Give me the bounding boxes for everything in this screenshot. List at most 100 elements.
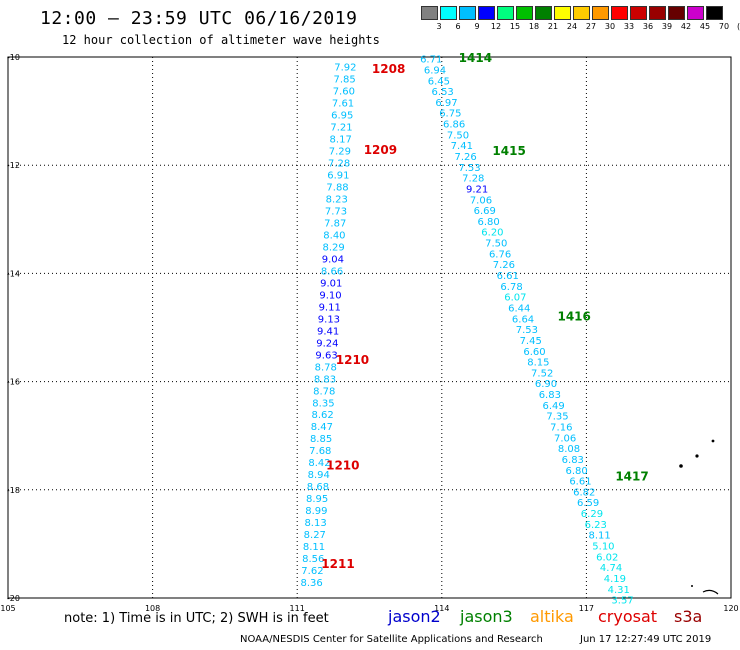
pass-time-label: 1417 <box>615 469 648 483</box>
track-east-value: 7.26 <box>455 152 477 163</box>
scale-swatch <box>554 6 571 20</box>
track-west-value: 9.04 <box>322 254 344 265</box>
track-east-value: 6.75 <box>439 109 461 120</box>
track-east-value: 6.49 <box>543 401 565 412</box>
scale-swatch <box>459 6 476 20</box>
scale-label: 39 <box>661 22 673 31</box>
track-east-value: 6.82 <box>573 487 595 498</box>
pass-time-label: 1209 <box>364 143 397 157</box>
track-west-value: 8.27 <box>304 530 326 541</box>
track-east-value: 6.29 <box>581 509 603 520</box>
track-east-value: 6.78 <box>500 282 522 293</box>
track-east-value: 6.83 <box>562 455 584 466</box>
scale-swatch <box>706 6 723 20</box>
track-west-value: 8.11 <box>303 542 325 553</box>
scale-swatch <box>649 6 666 20</box>
scale-swatch <box>668 6 685 20</box>
pass-time-label: 1210 <box>336 353 369 367</box>
scale-label: 42 <box>680 22 692 31</box>
track-east-value: 6.61 <box>497 271 519 282</box>
pass-time-label: 1414 <box>459 51 492 65</box>
track-west-value: 8.42 <box>308 458 330 469</box>
track-west-value: 8.68 <box>307 482 329 493</box>
scale-label: (ft) <box>736 22 740 31</box>
track-west-value: 8.23 <box>326 195 348 206</box>
track-east-value: 7.06 <box>470 195 492 206</box>
pass-time-label: 1208 <box>372 62 405 76</box>
track-east-value: 7.41 <box>451 141 473 152</box>
track-east-value: 8.11 <box>588 531 610 542</box>
altimeter-tracks: 7.927.857.607.616.957.218.177.297.286.91… <box>301 55 634 607</box>
track-west-value: 8.94 <box>308 470 330 481</box>
track-east-value: 6.71 <box>420 55 442 66</box>
track-west-value: 8.78 <box>315 362 337 373</box>
legend-s3a: s3a <box>674 607 703 626</box>
pass-time-label: 1211 <box>321 557 354 571</box>
pass-time-label: 1415 <box>492 144 525 158</box>
track-west-value: 7.87 <box>324 219 346 230</box>
track-west-value: 6.91 <box>327 171 349 182</box>
track-west-value: 7.21 <box>330 123 352 134</box>
track-east-value: 7.50 <box>485 239 507 250</box>
track-west-value: 8.40 <box>323 231 345 242</box>
track-east-value: 7.53 <box>458 163 480 174</box>
scale-label: 45 <box>699 22 711 31</box>
track-east-value: 7.52 <box>531 368 553 379</box>
track-west-value: 9.10 <box>319 290 341 301</box>
footer-credit: NOAA/NESDIS Center for Satellite Applica… <box>240 634 543 645</box>
pass-time-label: 1416 <box>557 310 590 324</box>
lat-tick-label: -16 <box>7 378 20 387</box>
scale-swatch <box>687 6 704 20</box>
track-west-value: 8.47 <box>311 422 333 433</box>
scale-label: 27 <box>585 22 597 31</box>
track-west-value: 7.29 <box>329 147 351 158</box>
lat-tick-label: -12 <box>7 161 20 170</box>
land-specks <box>679 439 719 595</box>
scale-swatch <box>592 6 609 20</box>
track-west-value: 8.29 <box>322 242 344 253</box>
track-east-value: 7.16 <box>550 423 572 434</box>
track-east-value: 7.45 <box>520 336 542 347</box>
track-west-value: 9.41 <box>317 326 339 337</box>
track-east-value: 6.64 <box>512 314 534 325</box>
track-east-value: 6.83 <box>539 390 561 401</box>
lon-tick-label: 105 <box>0 604 15 613</box>
track-west-value: 7.85 <box>333 75 355 86</box>
scale-label: 33 <box>623 22 635 31</box>
track-west-value: 9.24 <box>316 338 338 349</box>
axis-labels: 105 108 111 114 117 120 -10 -12 -14 -16 -18 -20 <box>0 53 738 613</box>
lon-tick-label: 108 <box>145 604 160 613</box>
track-east-value: 7.26 <box>493 260 515 271</box>
scale-swatch <box>421 6 438 20</box>
track-west-value: 8.62 <box>312 410 334 421</box>
map-frame <box>7 56 732 599</box>
track-east-value: 6.69 <box>474 206 496 217</box>
track-east-value: 8.15 <box>527 358 549 369</box>
track-west-value: 9.01 <box>320 278 342 289</box>
map-title: 12:00 – 23:59 UTC 06/16/2019 <box>40 8 358 29</box>
track-east-value: 4.74 <box>600 563 622 574</box>
track-east-value: 4.31 <box>608 585 630 596</box>
scale-label: 70 <box>718 22 730 31</box>
scale-label: 15 <box>509 22 521 31</box>
footer-timestamp: Jun 17 12:27:49 UTC 2019 <box>580 634 712 645</box>
track-east-value: 6.94 <box>424 65 446 76</box>
legend-jason2: jason2 <box>388 607 441 626</box>
legend-altika: altika <box>530 607 574 626</box>
track-west-value: 8.17 <box>330 135 352 146</box>
track-east-value: 6.59 <box>577 498 599 509</box>
track-east-value: 6.44 <box>508 303 530 314</box>
scale-label: 24 <box>566 22 578 31</box>
track-east-value: 6.80 <box>477 217 499 228</box>
scale-label: 18 <box>528 22 540 31</box>
scale-swatch <box>630 6 647 20</box>
track-east-value: 3.57 <box>611 596 633 607</box>
scale-swatch <box>478 6 495 20</box>
lat-tick-label: -10 <box>7 53 20 62</box>
track-west-value: 8.99 <box>305 506 327 517</box>
track-west-value: 7.68 <box>309 446 331 457</box>
note-text: note: 1) Time is in UTC; 2) SWH is in fe… <box>64 611 329 626</box>
scale-swatch <box>497 6 514 20</box>
track-west-value: 9.11 <box>319 302 341 313</box>
track-west-value: 9.13 <box>318 314 340 325</box>
